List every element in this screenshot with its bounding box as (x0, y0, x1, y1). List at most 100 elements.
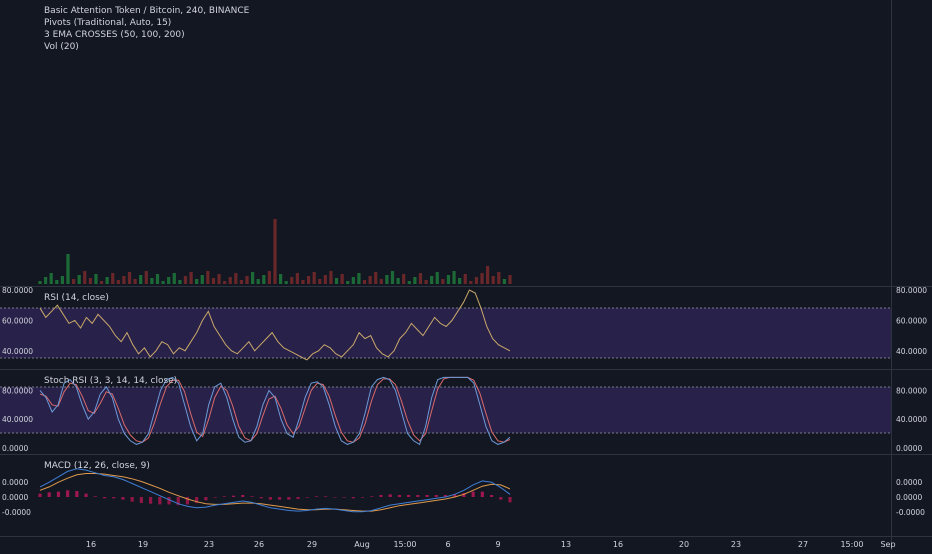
x-tick-label: 23 (204, 540, 214, 549)
volume-bar (99, 281, 104, 284)
rsi-panel (39, 289, 511, 361)
indicator-ema: 3 EMA CROSSES (50, 100, 200) (44, 30, 185, 40)
rsi-title: RSI (14, close) (44, 293, 109, 303)
volume-bar (88, 278, 92, 284)
x-tick-label: Sep (880, 540, 895, 549)
volume-bar (441, 279, 445, 284)
volume-bar (502, 279, 507, 284)
x-tick-label: 20 (679, 540, 689, 549)
y-tick-label-left: 80.0000 (2, 286, 33, 295)
volume-bar (228, 277, 232, 284)
macd-hist-bar (93, 496, 97, 497)
volume-bar (340, 274, 344, 284)
volume-bar (413, 277, 417, 284)
volume-bar (256, 279, 260, 284)
volume-bar (167, 277, 171, 284)
macd-hist-bar (102, 497, 107, 499)
volume-bar (486, 266, 490, 284)
volume-bar (200, 275, 204, 284)
macd-hist-bar (434, 494, 438, 497)
volume-bar (396, 278, 400, 284)
volume-bar (273, 219, 277, 284)
macd-hist-bar (305, 497, 309, 498)
macd-hist-bar (158, 497, 162, 505)
macd-hist-bar (397, 494, 402, 497)
x-tick-label: 29 (307, 540, 317, 549)
x-tick-label: 26 (254, 540, 264, 549)
macd-hist-bar (287, 497, 291, 500)
volume-bar (172, 273, 176, 284)
volume-bar (424, 280, 428, 284)
macd-panel (38, 468, 512, 513)
x-tick-label: 27 (798, 540, 808, 549)
y-tick-label-right: 40.0000 (896, 347, 927, 356)
x-tick-label: 23 (731, 540, 741, 549)
x-tick-label: 16 (86, 540, 96, 549)
stoch-d-line (39, 376, 511, 443)
macd-hist-bar (471, 491, 475, 497)
volume-bar (239, 280, 244, 284)
volume-bar (379, 279, 383, 284)
volume-bar (290, 277, 294, 284)
x-tick-label: 9 (495, 540, 500, 549)
macd-hist-bar (231, 495, 236, 497)
x-tick-label: Aug (354, 540, 370, 549)
macd-hist-bar (56, 491, 61, 497)
volume-bar (262, 275, 266, 284)
macd-hist-bar (370, 496, 374, 497)
volume-bar (83, 271, 87, 284)
volume-bar (66, 254, 70, 284)
macd-hist-bar (425, 494, 429, 497)
macd-hist-bar (148, 497, 153, 504)
x-tick-label: 15:00 (840, 540, 863, 549)
volume-bar (407, 281, 411, 284)
volume-bar (105, 277, 109, 284)
volume-bar (368, 276, 372, 284)
stoch-title: Stoch RSI (3, 3, 14, 14, close) (44, 376, 177, 386)
macd-hist-bar (204, 497, 208, 501)
macd-hist-bar (268, 497, 272, 500)
volume-bar (497, 272, 501, 284)
y-tick-label-left: 40.0000 (2, 347, 33, 356)
macd-hist-bar (499, 497, 503, 500)
macd-hist-bar (278, 497, 282, 500)
macd-hist-bar (388, 494, 392, 497)
volume-bar (111, 273, 115, 284)
volume-bar (43, 277, 48, 284)
macd-hist-bar (462, 492, 466, 497)
volume-bar (301, 280, 305, 284)
volume-bar (161, 281, 165, 284)
volume-bar (217, 274, 221, 284)
y-tick-label-right: 0.0000 (896, 493, 922, 502)
volume-bar (418, 273, 423, 284)
volume-bar (211, 278, 216, 284)
volume-bar (351, 277, 355, 284)
volume-bar (474, 277, 479, 284)
y-tick-label-right: 0.0000 (896, 444, 922, 453)
volume-bar (71, 279, 76, 284)
x-tick-label: 6 (445, 540, 450, 549)
volume-bar (390, 271, 395, 284)
volume-bar (251, 272, 255, 284)
macd-hist-bar (84, 493, 88, 497)
macd-hist-bar (167, 497, 171, 505)
volume-bar (150, 278, 154, 284)
volume-bar (362, 280, 367, 284)
macd-hist-bar (222, 496, 226, 497)
volume-bar (267, 271, 272, 284)
indicator-pivots: Pivots (Traditional, Auto, 15) (44, 18, 171, 28)
volume-bar (116, 280, 120, 284)
macd-signal-line (39, 473, 511, 512)
y-tick-label-left: 0.0000 (2, 478, 28, 487)
volume-bar (206, 271, 210, 284)
volume-bar (346, 281, 350, 284)
macd-hist-bar (296, 497, 300, 500)
volume-bar (55, 280, 59, 284)
macd-hist-bar (75, 490, 79, 497)
volume-bar (463, 274, 467, 284)
volume-bar (491, 276, 495, 284)
macd-hist-bar (489, 494, 494, 497)
macd-hist-bar (333, 497, 337, 498)
